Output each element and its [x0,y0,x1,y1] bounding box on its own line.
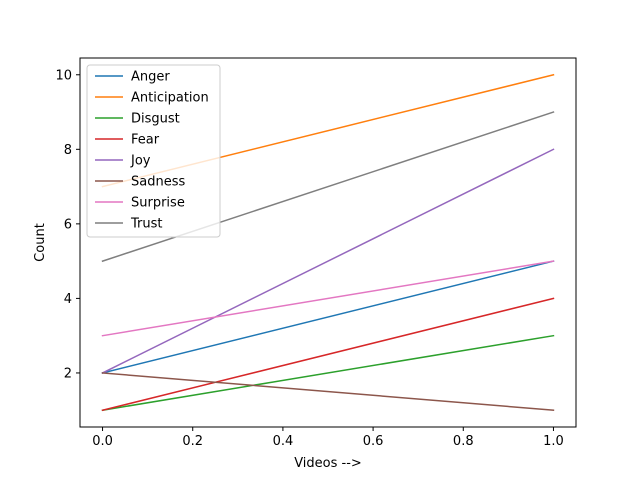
y-axis-label: Count [33,223,48,262]
legend-label-anticipation: Anticipation [131,91,209,106]
x-axis: 0.0 0.2 0.4 0.6 0.8 1.0 [92,427,564,449]
legend-label-trust: Trust [130,217,162,232]
legend-label-fear: Fear [131,133,160,148]
x-axis-label: Videos --> [294,456,362,471]
legend-box [86,64,221,238]
y-tick-label: 8 [64,143,72,158]
x-tick-label: 0.6 [363,434,384,449]
legend-label-anger: Anger [131,70,170,85]
plot-frame [79,57,577,428]
x-tick-label: 0.2 [182,434,203,449]
y-axis: 2 4 6 8 10 [55,68,80,381]
series-line-sadness [101,372,555,412]
series-line-fear [101,297,555,412]
legend-label-sadness: Sadness [131,175,185,190]
series-line-anger [101,260,555,374]
legend: Anger Anticipation Disgust Fear Joy Sadness Su… [86,64,221,238]
x-tick-label: 0.4 [273,434,294,449]
x-tick-label: 0.0 [92,434,113,449]
legend-label-surprise: Surprise [131,196,185,211]
y-tick-label: 10 [55,68,72,83]
y-tick-label: 4 [64,292,72,307]
x-tick-label: 1.0 [543,434,564,449]
legend-label-joy: Joy [130,154,151,169]
series-line-joy [101,148,555,374]
x-tick-label: 0.8 [453,434,474,449]
y-tick-label: 2 [64,366,72,381]
series-line-disgust [101,334,555,412]
y-tick-label: 6 [64,217,72,232]
legend-label-disgust: Disgust [131,112,180,127]
series-line-surprise [101,260,555,337]
